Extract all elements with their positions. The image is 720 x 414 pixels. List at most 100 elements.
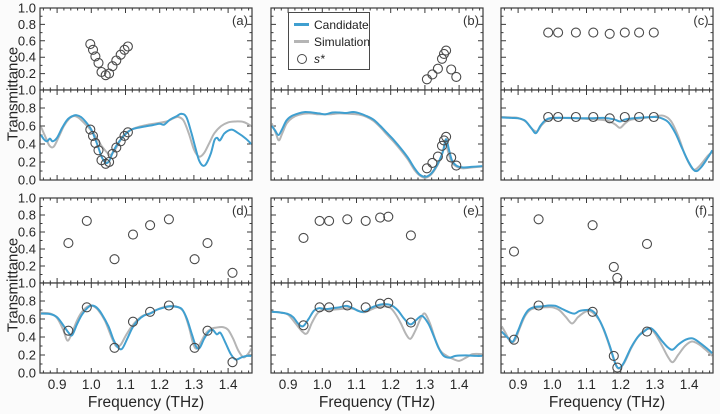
- y-tick-label: 0.4: [18, 242, 36, 257]
- sstar-point-spectrum: [227, 357, 238, 368]
- sstar-point-target: [405, 230, 416, 241]
- sstar-point-spectrum: [508, 334, 520, 345]
- sstar-point-spectrum: [163, 300, 174, 311]
- sstar-point-spectrum: [93, 145, 104, 156]
- x-tick-label: 1.3: [416, 377, 435, 392]
- panel-e: (e) 0.9 1.0 1.1 1.2 1.3 1.4: [270, 197, 484, 392]
- x-tick-label: 1.4: [219, 377, 238, 392]
- sstar-point-spectrum: [81, 302, 92, 313]
- panel-b: (b): [270, 7, 484, 181]
- sstar-point-spectrum: [127, 316, 139, 327]
- sstar-markers: [63, 214, 238, 368]
- y-tick-label: 0.8: [18, 208, 36, 223]
- tick-marks: [40, 283, 252, 373]
- panel-f: (f) 0.9 1.0 1.1 1.2 1.3 1.4: [500, 197, 714, 392]
- simulation-line-swatch: [294, 40, 309, 43]
- subplot-box-spectrum: [39, 89, 253, 181]
- sstar-point-spectrum: [641, 326, 653, 337]
- panel-label: (d): [232, 203, 248, 218]
- sstar-point-target: [641, 238, 653, 249]
- y-tick-label: 0.2: [18, 259, 36, 274]
- sstar-point-target: [436, 53, 448, 64]
- sstar-point-spectrum: [87, 130, 99, 141]
- sstar-point-target: [375, 212, 386, 223]
- candidate-line: [40, 304, 252, 361]
- panel-d: (d) 1.0 0.8 0.6 0.4 0.2 1.0 0.8 0.6 0.4 0.2 0.0 0.9 1…: [18, 191, 253, 392]
- sstar-point-spectrum: [533, 300, 544, 311]
- sstar-point-target: [122, 41, 133, 52]
- y-tick-label: 0.6: [18, 225, 36, 240]
- sstar-point-target: [383, 211, 394, 222]
- sstar-point-target: [324, 215, 335, 226]
- y-tick-label: 0.0: [18, 366, 36, 381]
- sstar-point-target: [588, 27, 599, 38]
- sstar-point-spectrum: [608, 350, 619, 361]
- sstar-point-target: [127, 229, 139, 240]
- sstar-point-spectrum: [375, 298, 386, 309]
- subplot-box-target: [500, 197, 714, 284]
- sstar-point-target: [438, 48, 450, 59]
- sstar-markers: [421, 45, 462, 174]
- y-tick-label: 0.6: [18, 119, 36, 134]
- y-tick-label: 1.0: [18, 276, 36, 291]
- tick-marks: [501, 8, 713, 90]
- panel-c: (c): [500, 7, 714, 181]
- y-tick-label: 0.2: [18, 66, 36, 81]
- x-tick-label: 1.1: [577, 377, 596, 392]
- legend-label-candidate: Candidate: [314, 17, 369, 32]
- sstar-point-target: [87, 44, 99, 55]
- subplot-box-target: [270, 197, 484, 284]
- legend-item-simulation: Simulation: [294, 34, 370, 49]
- sstar-point-spectrum: [588, 111, 599, 123]
- sstar-point-spectrum: [570, 111, 581, 123]
- tick-marks: [271, 198, 483, 283]
- y-tick-label: 1.0: [18, 191, 36, 206]
- sstar-point-spectrum: [405, 317, 416, 328]
- y-tick-label: 0.4: [18, 137, 36, 152]
- x-tick-label: 1.0: [543, 377, 562, 392]
- sstar-point-spectrum: [446, 152, 457, 163]
- x-tick-label: 1.3: [646, 377, 665, 392]
- candidate-line-swatch: [294, 23, 309, 26]
- x-tick-label: 1.1: [347, 377, 366, 392]
- candidate-line: [501, 304, 713, 370]
- y-tick-label: 0.2: [18, 155, 36, 170]
- sstar-point-target: [298, 232, 309, 243]
- sstar-point-target: [432, 63, 443, 74]
- legend-label-sstar: s*: [314, 51, 325, 66]
- panel-label: (f): [695, 203, 707, 218]
- tick-marks: [271, 8, 483, 90]
- curves: [40, 112, 252, 167]
- y-tick-label: 0.6: [18, 33, 36, 48]
- panel-label: (c): [693, 13, 708, 28]
- subplot-box-target: [39, 197, 253, 284]
- sstar-point-spectrum: [85, 124, 96, 135]
- sstar-point-spectrum: [90, 138, 101, 149]
- panel-a: (a)1.00.80.60.40.21.00.80.60.40.20.0: [18, 1, 253, 188]
- candidate-line: [271, 303, 483, 359]
- tick-marks: [271, 90, 483, 180]
- x-tick-label: 0.9: [48, 377, 67, 392]
- sstar-point-spectrum: [342, 300, 353, 311]
- x-tick-label: 1.3: [185, 377, 204, 392]
- x-tick-label: 1.0: [313, 377, 332, 392]
- legend-item-candidate: Candidate: [294, 17, 369, 32]
- sstar-point-target: [648, 27, 659, 38]
- sstar-point-spectrum: [119, 130, 130, 141]
- sstar-point-spectrum: [383, 297, 394, 308]
- sstar-point-target: [570, 27, 581, 38]
- sstar-point-spectrum: [619, 111, 630, 123]
- y-tick-label: 0.8: [18, 294, 36, 309]
- sstar-point-spectrum: [436, 140, 448, 151]
- x-axis-label-col3: Frequency (THz): [548, 394, 666, 411]
- sstar-point-spectrum: [604, 113, 615, 124]
- x-tick-label: 0.9: [279, 377, 298, 392]
- curves: [501, 114, 713, 173]
- sstar-point-target: [63, 238, 74, 249]
- y-tick-label: 0.0: [18, 173, 36, 188]
- sstar-point-target: [619, 27, 630, 38]
- sstar-point-target: [227, 267, 238, 278]
- sstar-point-target: [533, 214, 544, 225]
